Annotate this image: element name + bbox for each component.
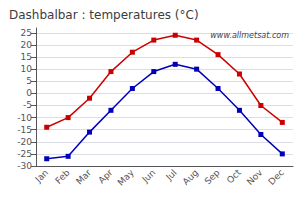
svg-text:Jul: Jul bbox=[163, 167, 178, 182]
svg-text:10: 10 bbox=[21, 64, 33, 74]
svg-text:Sep: Sep bbox=[203, 167, 222, 186]
svg-text:25: 25 bbox=[21, 28, 32, 38]
svg-text:May: May bbox=[116, 167, 137, 188]
svg-text:0: 0 bbox=[26, 88, 32, 98]
svg-text:Dashbalbar : temperatures (°C): Dashbalbar : temperatures (°C) bbox=[9, 8, 199, 22]
svg-text:5: 5 bbox=[26, 76, 32, 86]
svg-text:-20: -20 bbox=[17, 137, 32, 147]
svg-text:Nov: Nov bbox=[245, 167, 265, 187]
svg-text:-25: -25 bbox=[17, 149, 32, 159]
svg-text:-5: -5 bbox=[23, 100, 32, 110]
svg-text:Oct: Oct bbox=[225, 167, 243, 185]
svg-text:Mar: Mar bbox=[74, 167, 93, 186]
svg-text:Jun: Jun bbox=[140, 167, 158, 185]
svg-text:www.allmetsat.com: www.allmetsat.com bbox=[210, 31, 289, 40]
svg-text:Dec: Dec bbox=[266, 167, 285, 186]
svg-text:-10: -10 bbox=[17, 113, 32, 123]
svg-text:20: 20 bbox=[21, 40, 33, 50]
svg-text:Feb: Feb bbox=[53, 167, 72, 186]
svg-text:Jan: Jan bbox=[33, 167, 51, 185]
svg-text:-30: -30 bbox=[17, 161, 32, 171]
svg-text:15: 15 bbox=[21, 52, 32, 62]
svg-text:Apr: Apr bbox=[96, 167, 114, 185]
svg-text:Aug: Aug bbox=[181, 167, 200, 186]
svg-text:-15: -15 bbox=[17, 125, 32, 135]
